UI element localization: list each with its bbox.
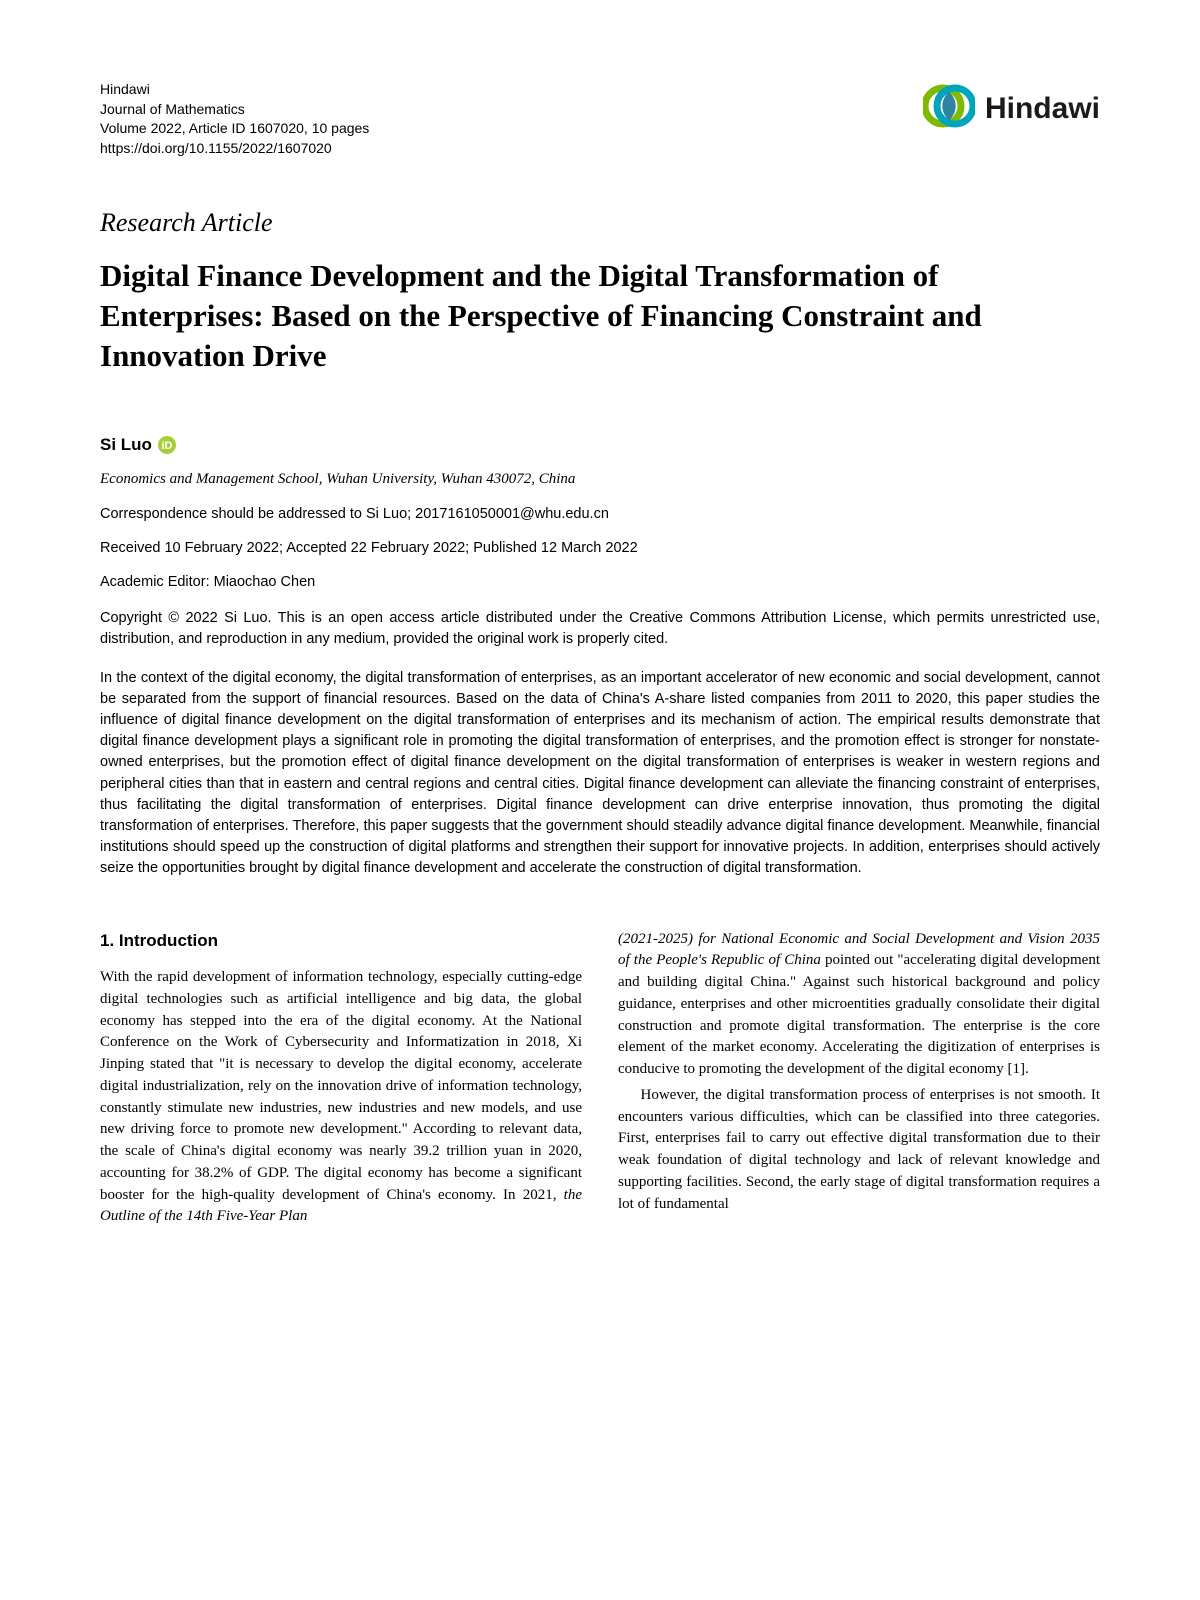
- copyright-notice: Copyright © 2022 Si Luo. This is an open…: [100, 608, 1100, 650]
- orcid-icon[interactable]: iD: [158, 436, 176, 454]
- journal-name: Journal of Mathematics: [100, 100, 369, 120]
- header-row: Hindawi Journal of Mathematics Volume 20…: [100, 80, 1100, 158]
- column-right: (2021-2025) for National Economic and So…: [618, 929, 1100, 1229]
- author-name: Si Luo: [100, 435, 152, 455]
- svg-text:iD: iD: [161, 440, 172, 452]
- volume-line: Volume 2022, Article ID 1607020, 10 page…: [100, 119, 369, 139]
- publication-meta: Hindawi Journal of Mathematics Volume 20…: [100, 80, 369, 158]
- hindawi-icon: [923, 80, 975, 137]
- publication-dates: Received 10 February 2022; Accepted 22 F…: [100, 540, 1100, 556]
- section-heading: 1. Introduction: [100, 929, 582, 954]
- doi-line: https://doi.org/10.1155/2022/1607020: [100, 139, 369, 159]
- abstract: In the context of the digital economy, t…: [100, 668, 1100, 878]
- intro-paragraph-1-cont: (2021-2025) for National Economic and So…: [618, 929, 1100, 1081]
- academic-editor: Academic Editor: Miaochao Chen: [100, 574, 1100, 590]
- correspondence: Correspondence should be addressed to Si…: [100, 506, 1100, 522]
- logo-text: Hindawi: [985, 92, 1100, 126]
- author-row: Si Luo iD: [100, 435, 1100, 455]
- column-left: 1. Introduction With the rapid developme…: [100, 929, 582, 1229]
- publisher-name: Hindawi: [100, 80, 369, 100]
- affiliation: Economics and Management School, Wuhan U…: [100, 471, 1100, 488]
- article-title: Digital Finance Development and the Digi…: [100, 256, 1100, 375]
- intro-paragraph-1: With the rapid development of informatio…: [100, 967, 582, 1228]
- article-type: Research Article: [100, 208, 1100, 238]
- publisher-logo: Hindawi: [923, 80, 1100, 137]
- intro-paragraph-2: However, the digital transformation proc…: [618, 1085, 1100, 1216]
- body-columns: 1. Introduction With the rapid developme…: [100, 929, 1100, 1229]
